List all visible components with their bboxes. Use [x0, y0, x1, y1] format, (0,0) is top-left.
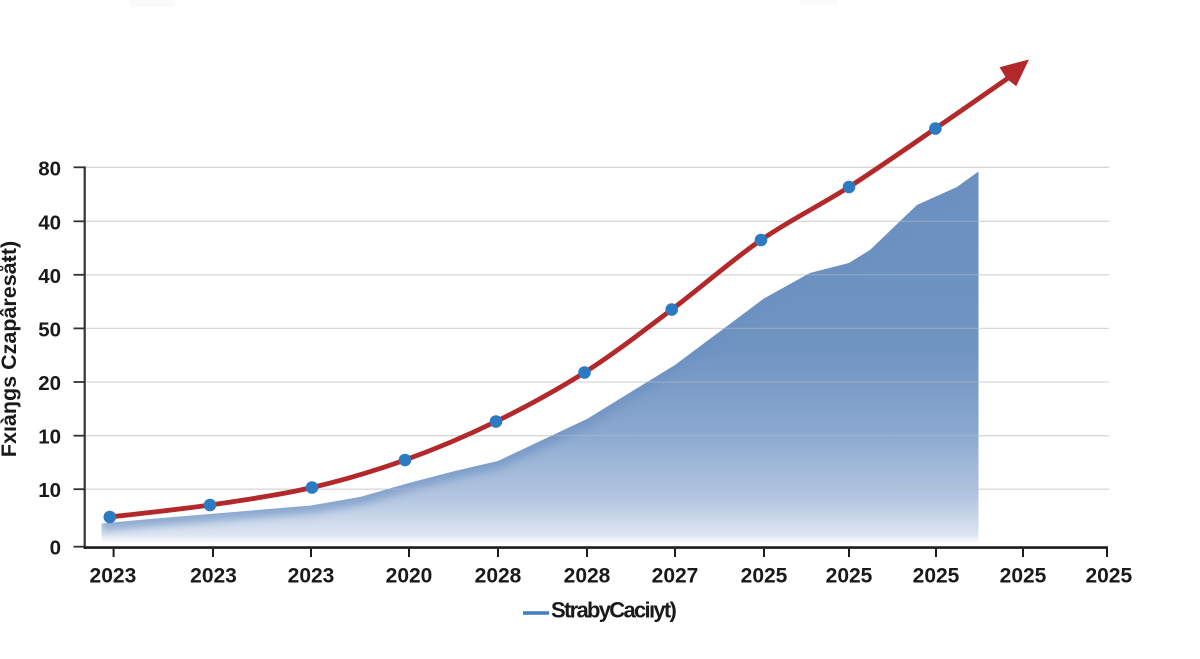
svg-text:2025: 2025 — [826, 565, 873, 588]
svg-text:40: 40 — [38, 211, 61, 234]
svg-text:2025: 2025 — [913, 565, 960, 588]
svg-text:40: 40 — [38, 265, 61, 288]
svg-text:2023: 2023 — [288, 565, 335, 588]
svg-text:2023: 2023 — [90, 565, 137, 588]
svg-text:10: 10 — [38, 426, 61, 449]
svg-text:StrabyCaciıyt): StrabyCaciıyt) — [551, 598, 677, 623]
svg-text:2025: 2025 — [741, 565, 788, 588]
svg-text:2028: 2028 — [475, 565, 522, 588]
svg-text:50: 50 — [38, 318, 61, 341]
svg-text:2027: 2027 — [652, 565, 699, 588]
svg-text:Fxıàŋgs Czapâresåŧt): Fxıàŋgs Czapâresåŧt) — [0, 241, 21, 457]
svg-text:0: 0 — [50, 537, 61, 560]
svg-text:20: 20 — [38, 372, 61, 395]
svg-text:2020: 2020 — [386, 565, 433, 588]
svg-text:2023: 2023 — [190, 565, 237, 588]
svg-text:2025: 2025 — [1085, 565, 1132, 588]
svg-text:2025: 2025 — [1000, 565, 1047, 588]
svg-text:2028: 2028 — [564, 565, 611, 588]
svg-text:80: 80 — [38, 157, 61, 180]
svg-text:10: 10 — [38, 479, 61, 502]
